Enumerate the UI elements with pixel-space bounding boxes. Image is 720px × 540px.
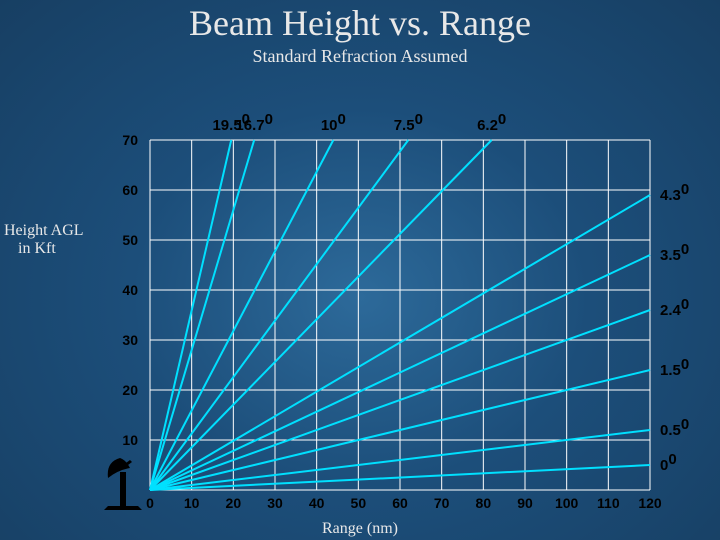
radar-icon [100, 452, 148, 515]
x-tick-label: 50 [351, 495, 367, 511]
beam-height-chart: 0102030405060708090100110120102030405060… [90, 70, 710, 530]
angle-label: 2.40 [660, 296, 689, 319]
x-tick-label: 120 [638, 495, 662, 511]
x-tick-label: 60 [392, 495, 408, 511]
x-tick-label: 30 [267, 495, 283, 511]
y-axis-label: Height AGL in Kft [4, 222, 84, 258]
y-axis-label-line2: in Kft [18, 240, 56, 257]
x-tick-label: 110 [597, 495, 620, 511]
x-tick-label: 20 [226, 495, 242, 511]
angle-label: 100 [321, 111, 346, 134]
x-tick-label: 80 [476, 495, 492, 511]
page-subtitle: Standard Refraction Assumed [0, 46, 720, 67]
beam-ray [150, 140, 333, 490]
angle-label: 0.50 [660, 416, 689, 439]
angle-label: 7.50 [394, 111, 423, 134]
x-tick-label: 90 [517, 495, 533, 511]
y-tick-label: 60 [122, 182, 138, 198]
y-tick-label: 10 [122, 432, 138, 448]
beam-ray [150, 140, 231, 490]
angle-label: 00 [660, 451, 677, 474]
y-tick-label: 40 [122, 282, 138, 298]
x-tick-label: 40 [309, 495, 325, 511]
x-tick-label: 10 [184, 495, 200, 511]
y-axis-label-line1: Height AGL [4, 222, 84, 239]
page-title: Beam Height vs. Range [0, 2, 720, 44]
y-tick-label: 20 [122, 382, 138, 398]
angle-label: 1.50 [660, 356, 689, 379]
y-tick-label: 70 [122, 132, 138, 148]
x-tick-label: 70 [434, 495, 450, 511]
angle-label: 4.30 [660, 181, 689, 204]
y-tick-label: 30 [122, 332, 138, 348]
angle-label: 6.20 [477, 111, 506, 134]
y-tick-label: 50 [122, 232, 138, 248]
x-tick-label: 100 [555, 495, 579, 511]
angle-label: 3.50 [660, 241, 689, 264]
